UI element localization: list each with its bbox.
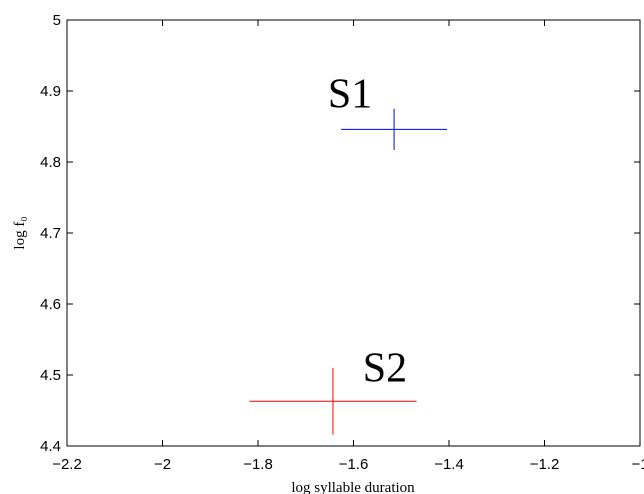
x-tick-label: −1.6 [339, 456, 369, 473]
x-tick-label: −1.4 [434, 456, 464, 473]
y-tick-label: 4.8 [40, 154, 61, 171]
y-axis-label: log f₀ [12, 216, 28, 249]
plot-frame [66, 19, 641, 447]
x-tick-label: −1.8 [243, 456, 273, 473]
y-tick-label: 4.9 [40, 83, 61, 100]
x-tick-label: −1 [631, 456, 644, 473]
y-tick-label: 4.6 [40, 296, 61, 313]
y-tick-label: 4.5 [40, 367, 61, 384]
x-tick-label: −1.2 [530, 456, 560, 473]
x-axis-label: log syllable duration [291, 480, 415, 494]
y-tick-label: 4.4 [40, 438, 61, 455]
x-tick-label: −2.2 [52, 456, 82, 473]
y-tick-label: 4.7 [40, 225, 61, 242]
point-label: S2 [363, 345, 407, 391]
x-tick-label: −2 [154, 456, 171, 473]
y-tick-label: 5 [53, 12, 61, 29]
point-label: S1 [328, 71, 372, 117]
